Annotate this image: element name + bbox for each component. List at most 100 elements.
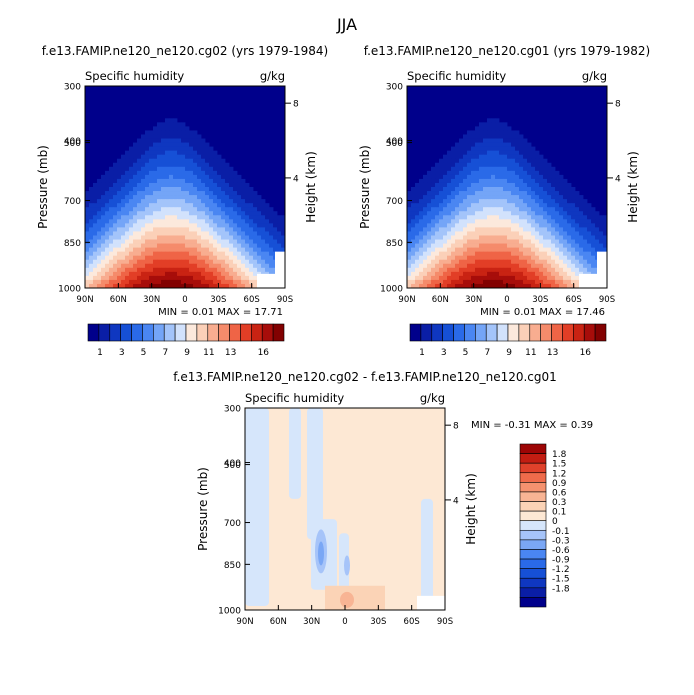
- contour-cell: [225, 275, 230, 281]
- contour-cell: [109, 275, 114, 281]
- contour-cell: [205, 279, 210, 285]
- contour-cell: [129, 283, 134, 288]
- contour-cell: [547, 235, 552, 240]
- contour-cell: [415, 251, 420, 257]
- contour-cell: [567, 199, 572, 204]
- contour-cell: [125, 215, 130, 220]
- contour-cell: [141, 138, 146, 143]
- x-tick-label: 0: [504, 295, 509, 305]
- contour-cell: [447, 267, 452, 273]
- contour-cell: [411, 279, 416, 285]
- contour-cell: [169, 126, 174, 131]
- contour-cell: [591, 259, 596, 265]
- contour-cell: [531, 231, 536, 236]
- contour-cell: [507, 154, 512, 160]
- contour-cell: [515, 199, 520, 204]
- contour-cell: [527, 191, 532, 196]
- contour-cell: [221, 170, 226, 176]
- contour-cell: [185, 203, 190, 208]
- contour-cell: [419, 187, 424, 192]
- contour-cell: [89, 211, 94, 216]
- contour-cell: [503, 154, 508, 160]
- contour-cell: [543, 251, 548, 257]
- contour-cell: [427, 227, 432, 232]
- y2-tick-label: 4: [453, 496, 459, 506]
- contour-cell: [575, 207, 580, 212]
- contour-cell: [491, 235, 496, 240]
- contour-cell: [149, 275, 154, 281]
- contour-cell: [407, 207, 412, 212]
- contour-cell: [109, 211, 114, 216]
- contour-cell: [189, 255, 194, 261]
- contour-cell: [233, 263, 238, 269]
- contour-cell: [237, 231, 242, 236]
- contour-cell: [205, 215, 210, 220]
- contour-cell: [257, 263, 262, 269]
- contour-cell: [145, 166, 150, 172]
- contour-cell: [515, 247, 520, 253]
- contour-cell: [459, 211, 464, 216]
- contour-cell: [483, 255, 488, 261]
- contour-cell: [567, 195, 572, 200]
- colorbar-label: -1.8: [552, 584, 570, 594]
- contour-cell: [467, 182, 472, 188]
- contour-cell: [105, 215, 110, 220]
- contour-cell: [467, 203, 472, 208]
- contour-cell: [145, 142, 150, 147]
- contour-cell: [253, 267, 258, 273]
- contour-cell: [117, 170, 122, 176]
- contour-cell: [209, 146, 214, 152]
- contour-cell: [575, 227, 580, 232]
- contour-cell: [181, 259, 186, 265]
- contour-cell: [257, 251, 262, 257]
- contour-cell: [471, 267, 476, 273]
- contour-cell: [555, 263, 560, 269]
- contour-cell: [451, 251, 456, 257]
- contour-cell: [165, 154, 170, 160]
- contour-cell: [491, 199, 496, 204]
- contour-cell: [535, 251, 540, 257]
- contour-cell: [229, 170, 234, 176]
- contour-cell: [527, 211, 532, 216]
- contour-cell: [507, 178, 512, 184]
- contour-cell: [499, 134, 504, 139]
- contour-cell: [435, 283, 440, 288]
- contour-cell: [221, 259, 226, 265]
- contour-cell: [189, 235, 194, 240]
- contour-cell: [471, 279, 476, 285]
- contour-cell: [479, 130, 484, 135]
- contour-cell: [563, 219, 568, 224]
- contour-cell: [503, 134, 508, 139]
- contour-cell: [499, 146, 504, 152]
- contour-cell: [93, 267, 98, 273]
- contour-cell: [511, 158, 516, 164]
- contour-cell: [487, 142, 492, 147]
- contour-cell: [121, 187, 126, 192]
- contour-cell: [93, 199, 98, 204]
- contour-cell: [443, 279, 448, 285]
- contour-cell: [101, 223, 106, 228]
- contour-cell: [161, 235, 166, 240]
- contour-cell: [467, 162, 472, 168]
- contour-cell: [455, 162, 460, 168]
- contour-cell: [205, 231, 210, 236]
- contour-cell: [121, 235, 126, 240]
- contour-cell: [523, 174, 528, 180]
- contour-cell: [471, 187, 476, 192]
- y2-tick-label: 4: [293, 174, 299, 184]
- contour-cell: [479, 134, 484, 139]
- contour-cell: [145, 146, 150, 152]
- contour-cell: [97, 219, 102, 224]
- colorbar-label: 7: [162, 348, 168, 358]
- contour-cell: [117, 211, 122, 216]
- contour-cell: [269, 227, 274, 232]
- contour-cell: [487, 231, 492, 236]
- contour-cell: [495, 162, 500, 168]
- contour-cell: [209, 215, 214, 220]
- contour-cell: [277, 231, 282, 236]
- contour-cell: [419, 267, 424, 273]
- contour-cell: [555, 231, 560, 236]
- contour-cell: [423, 182, 428, 188]
- contour-cell: [475, 215, 480, 220]
- contour-cell: [559, 203, 564, 208]
